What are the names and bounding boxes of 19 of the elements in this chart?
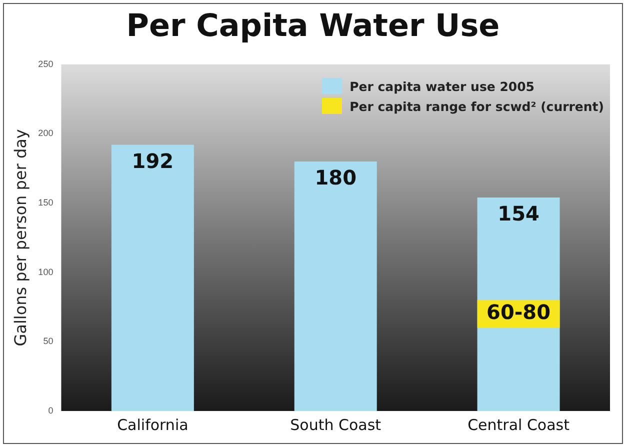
x-tick-label: California xyxy=(117,416,188,434)
data-label: 154 xyxy=(498,202,540,226)
y-tick-label: 0 xyxy=(48,405,54,416)
y-tick-label: 200 xyxy=(38,128,54,138)
y-tick-label: 250 xyxy=(38,58,54,69)
data-label: 192 xyxy=(132,149,174,174)
y-tick-label: 100 xyxy=(38,266,54,277)
x-tick-label: South Coast xyxy=(290,416,382,434)
data-label: 60-80 xyxy=(486,300,551,324)
data-label: 180 xyxy=(314,166,356,190)
x-tick-label: Central Coast xyxy=(468,416,570,434)
legend-label: Per capita water use 2005 xyxy=(350,78,534,94)
legend-label: Per capita range for scwd² (current) xyxy=(350,98,604,114)
bar xyxy=(111,144,194,411)
y-tick-label: 150 xyxy=(38,198,54,208)
y-axis-title: Gallons per person per day xyxy=(10,129,30,346)
chart-title: Per Capita Water Use xyxy=(125,8,501,44)
y-tick-label: 50 xyxy=(43,336,54,346)
bar xyxy=(294,161,377,411)
